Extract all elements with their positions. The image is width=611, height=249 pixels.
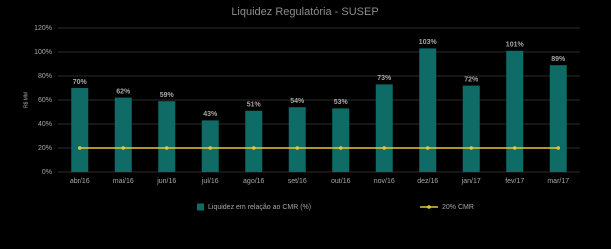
x-tick-label: ago/16 (243, 178, 265, 185)
bar (549, 65, 567, 172)
data-label: 59% (160, 92, 175, 99)
marker (382, 146, 387, 150)
y-tick-label: 0% (42, 169, 52, 176)
data-label: 53% (334, 99, 349, 106)
legend-label: Liquidez em relação ao CMR (%) (208, 204, 311, 211)
legend-swatch (197, 203, 204, 211)
marker (121, 146, 126, 150)
marker (338, 146, 343, 150)
bar (462, 85, 480, 172)
y-axis-label: R$ MM (23, 92, 29, 108)
marker (295, 146, 300, 150)
legend-label: 20% CMR (442, 204, 474, 211)
y-tick-label: 20% (38, 145, 52, 152)
data-label: 62% (116, 88, 131, 95)
bar (114, 97, 132, 172)
x-tick-label: fev/17 (505, 178, 524, 185)
data-label: 43% (203, 111, 218, 118)
marker (77, 146, 82, 150)
x-tick-label: jul/16 (201, 178, 219, 185)
marker (469, 146, 474, 150)
bar (375, 84, 393, 172)
x-tick-label: abr/16 (70, 178, 90, 185)
x-tick-label: jun/16 (156, 178, 176, 185)
legend-swatch-marker (427, 205, 431, 209)
y-tick-label: 40% (38, 121, 52, 128)
bar (71, 88, 89, 172)
y-tick-label: 80% (38, 73, 52, 80)
x-tick-label: set/16 (288, 178, 307, 185)
marker (251, 146, 256, 150)
marker (164, 146, 169, 150)
marker (512, 146, 517, 150)
data-label: 70% (73, 79, 88, 86)
x-tick-label: jan/17 (461, 178, 481, 185)
chart-title: Liquidez Regulatória - SUSEP (231, 6, 378, 18)
data-label: 101% (506, 42, 525, 49)
x-tick-label: mar/17 (547, 178, 569, 185)
bar (201, 120, 219, 172)
data-label: 73% (377, 75, 392, 82)
y-tick-label: 60% (38, 97, 52, 104)
bar (506, 50, 524, 172)
data-label: 72% (464, 76, 479, 83)
x-tick-label: mai/16 (113, 178, 134, 185)
bar (288, 107, 306, 172)
marker (208, 146, 213, 150)
x-tick-label: dez/16 (417, 178, 438, 185)
data-label: 51% (247, 102, 262, 109)
x-tick-label: nov/16 (374, 178, 395, 185)
y-tick-label: 100% (34, 49, 52, 56)
bar (332, 108, 350, 172)
data-label: 103% (419, 39, 438, 46)
marker (556, 146, 561, 150)
marker (425, 146, 430, 150)
x-tick-label: out/16 (331, 178, 351, 185)
data-label: 54% (290, 98, 305, 105)
y-tick-label: 120% (34, 25, 52, 32)
bar (245, 110, 263, 172)
bar (158, 101, 176, 172)
data-label: 89% (551, 56, 566, 63)
bar (419, 48, 437, 172)
